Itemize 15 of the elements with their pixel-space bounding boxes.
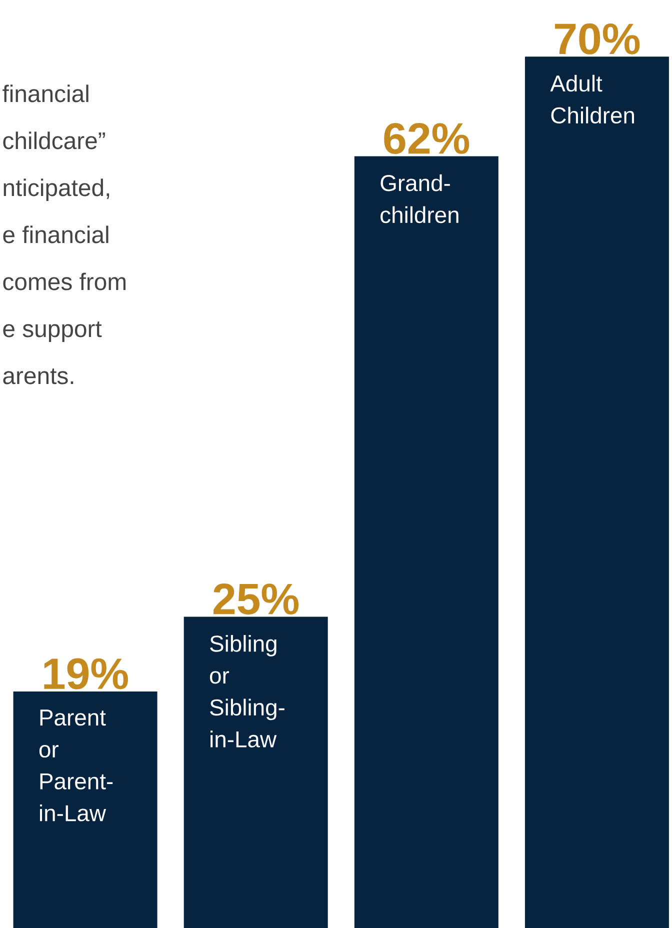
data-label: 70% xyxy=(554,23,640,54)
annotation: comes from xyxy=(3,272,126,290)
annotation: nticipated, xyxy=(4,178,110,201)
data-label: 19% xyxy=(44,658,128,690)
annotation: childcare” xyxy=(3,132,105,150)
x-tick-label: Adult Children xyxy=(550,74,634,124)
annotation: arents. xyxy=(3,368,74,384)
annotation: financial xyxy=(2,84,88,102)
data-label: 25% xyxy=(213,584,299,615)
annotation: e financial xyxy=(3,226,108,244)
x-tick-label: Parent or Parent-in-Law xyxy=(39,710,113,822)
x-tick-label: Sibling or Sibling-in-Law xyxy=(210,634,284,748)
data-label: 62% xyxy=(384,122,470,154)
x-tick-label: Grand-children xyxy=(380,174,458,224)
annotation: e support xyxy=(3,322,102,342)
